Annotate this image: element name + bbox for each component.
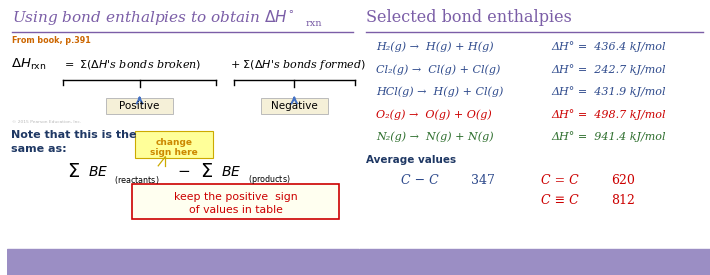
Text: C − C: C − C [400,174,439,187]
Text: sign here: sign here [150,148,198,156]
Text: From book, p.391: From book, p.391 [12,36,91,45]
Text: Using bond enthalpies to obtain $\Delta H^{\circ}$: Using bond enthalpies to obtain $\Delta … [12,8,295,28]
Text: HCl(g) →  H(g) + Cl(g): HCl(g) → H(g) + Cl(g) [376,87,503,97]
Text: ΔH° =  242.7 kJ/mol: ΔH° = 242.7 kJ/mol [552,64,667,75]
Text: ΔH° =  436.4 kJ/mol: ΔH° = 436.4 kJ/mol [552,41,667,52]
Text: $\rm (reactants)$: $\rm (reactants)$ [114,174,160,186]
Text: © 2015 Pearson Education, Inc.: © 2015 Pearson Education, Inc. [12,120,82,124]
Text: $\Sigma$: $\Sigma$ [67,162,80,182]
Text: $\Delta H_{\rm rxn}$: $\Delta H_{\rm rxn}$ [11,57,46,72]
Text: Note that this is the: Note that this is the [11,130,136,140]
Bar [359,249,710,275]
Text: $= \ \Sigma(\Delta H$'s bonds broken$)$: $= \ \Sigma(\Delta H$'s bonds broken$)$ [62,58,201,71]
Text: $\Sigma$: $\Sigma$ [200,162,214,182]
Text: $\mathit{BE}$: $\mathit{BE}$ [222,165,241,179]
Text: O₂(g) →  O(g) + O(g): O₂(g) → O(g) + O(g) [376,109,492,120]
Text: 812: 812 [611,194,635,207]
Text: N₂(g) →  N(g) + N(g): N₂(g) → N(g) + N(g) [376,132,493,142]
FancyBboxPatch shape [132,184,339,219]
Text: Average values: Average values [366,155,456,165]
FancyBboxPatch shape [136,131,213,158]
Text: ΔH° =  941.4 kJ/mol: ΔH° = 941.4 kJ/mol [552,131,667,142]
Text: 347: 347 [471,174,495,187]
Text: Negative: Negative [271,101,317,111]
Text: Positive: Positive [119,101,160,111]
Text: change: change [155,138,192,147]
Text: H₂(g) →  H(g) + H(g): H₂(g) → H(g) + H(g) [376,42,493,52]
Text: C ≡ C: C ≡ C [541,194,579,207]
Text: $\mathit{BE}$: $\mathit{BE}$ [88,165,108,179]
Text: rxn: rxn [306,19,322,28]
Text: Selected bond enthalpies: Selected bond enthalpies [366,9,572,26]
Text: C = C: C = C [541,174,579,187]
Bar [7,249,359,275]
Text: −: − [178,164,190,179]
Text: $\rm (products)$: $\rm (products)$ [248,173,290,186]
FancyBboxPatch shape [106,98,173,114]
Text: Cl₂(g) →  Cl(g) + Cl(g): Cl₂(g) → Cl(g) + Cl(g) [376,64,501,75]
Text: $+ \ \Sigma(\Delta H$'s bonds formed$)$: $+ \ \Sigma(\Delta H$'s bonds formed$)$ [230,58,366,72]
Text: same as:: same as: [11,144,66,153]
Text: keep the positive  sign: keep the positive sign [174,192,297,202]
Text: of values in table: of values in table [189,205,283,215]
Text: 620: 620 [611,174,635,187]
Text: ΔH° =  431.9 kJ/mol: ΔH° = 431.9 kJ/mol [552,86,667,97]
FancyBboxPatch shape [261,98,327,114]
Text: ΔH° =  498.7 kJ/mol: ΔH° = 498.7 kJ/mol [552,109,667,120]
